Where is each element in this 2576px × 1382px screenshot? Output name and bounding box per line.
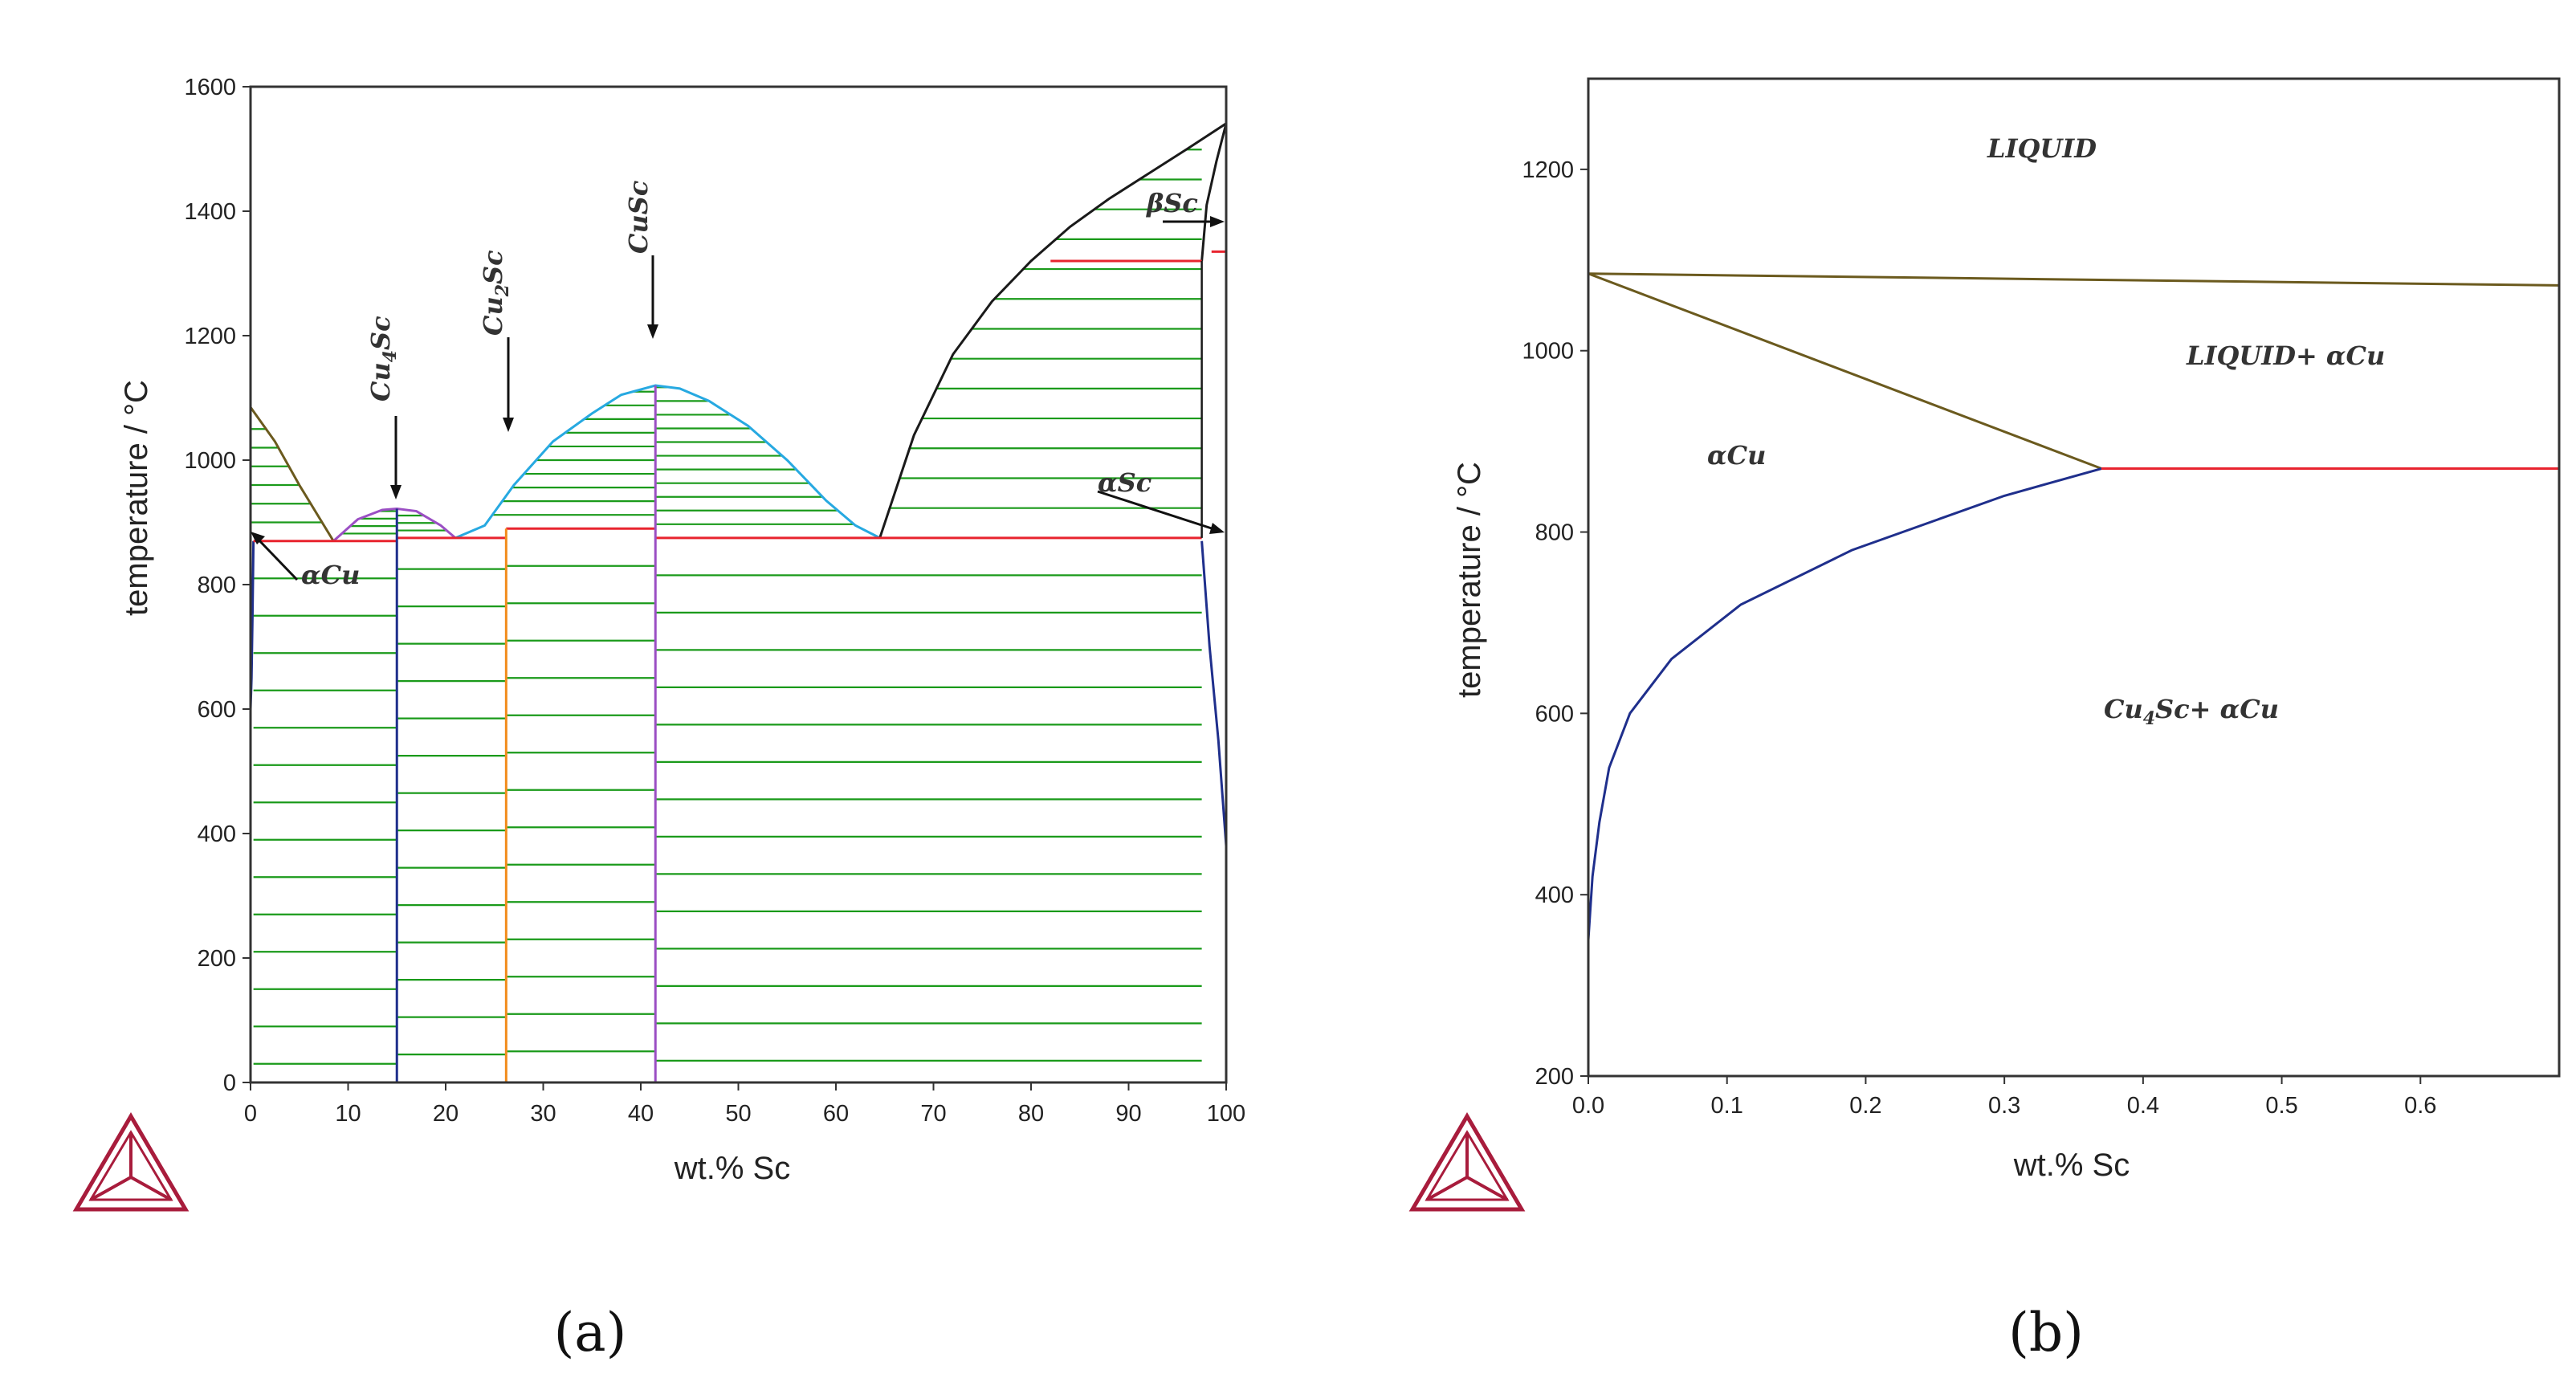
x-tick-label-a: 70	[920, 1101, 946, 1127]
panel-b-phase-diagram: 0.0 0.1 0.2 0.3 0.4 0.5 0.6 200 400 600 800 1000 120…	[1408, 77, 2561, 1364]
plot-frame-b	[1587, 77, 2561, 1078]
y-axis-title-a: temperature / °C	[119, 380, 154, 616]
x-tick-label-a: 10	[335, 1101, 361, 1127]
axis-ticks-a: 0 10 20 30 40 50 60 70 80 90 100020040060080010001…	[184, 75, 1245, 1127]
label-cu2sc: Cu2Sc	[478, 250, 513, 336]
arrow-alphaCu	[254, 535, 299, 581]
x-tick-label-b: 0.2	[1849, 1093, 1881, 1119]
arrow-alphasc	[1097, 490, 1217, 532]
curve-solidus	[1588, 272, 2102, 470]
y-tick-label-a: 1000	[184, 448, 236, 474]
phase-curves-a	[249, 122, 1228, 1082]
y-tick-label-a: 200	[198, 946, 236, 972]
curve-cu-liquidus	[249, 406, 335, 542]
arrowhead-alphasc	[1209, 523, 1225, 534]
panel-a-phase-diagram: 0 10 20 30 40 50 60 70 80 90 100020040060080010001…	[72, 75, 1245, 1364]
y-tick-label-b: 400	[1535, 883, 1574, 908]
curve-betaSc-solvus	[1200, 123, 1228, 262]
x-axis-title-a: wt.% Sc	[674, 1151, 790, 1186]
arrowhead-cu4sc	[390, 485, 401, 499]
label-liquid: LIQUID	[1987, 133, 2097, 164]
x-tick-label-a: 0	[244, 1101, 257, 1127]
thermo-calc-logo-a	[72, 1112, 190, 1212]
arrowhead-cu2sc	[503, 418, 514, 432]
curve-cusc-dome	[454, 384, 881, 540]
y-tick-label-b: 200	[1535, 1064, 1574, 1090]
label-alphasc: αSc	[1098, 467, 1151, 498]
y-tick-label-a: 0	[223, 1070, 236, 1096]
y-tick-label-a: 1600	[184, 75, 236, 100]
phase-curves-b	[1587, 272, 2560, 940]
x-tick-label-a: 60	[823, 1101, 849, 1127]
y-tick-label-a: 800	[198, 573, 236, 598]
annotations-a	[254, 220, 1217, 581]
arrow-heads-a	[251, 216, 1225, 544]
x-tick-label-b: 0.0	[1572, 1093, 1604, 1119]
thermo-calc-logo-b	[1408, 1112, 1526, 1212]
arrowhead-alphaCu	[251, 532, 265, 544]
label-liquid-alphaCu: LIQUID+ αCu	[2186, 340, 2385, 371]
tie-lines-a	[251, 149, 1202, 1065]
x-axis-title-b: wt.% Sc	[2013, 1148, 2130, 1183]
y-tick-label-a: 1400	[184, 199, 236, 225]
x-tick-label-b: 0.6	[2404, 1093, 2436, 1119]
y-tick-label-a: 1200	[184, 324, 236, 349]
y-tick-label-b: 1000	[1522, 339, 1574, 365]
y-tick-label-b: 1200	[1522, 157, 1574, 183]
y-tick-label-a: 600	[198, 697, 236, 723]
arrowhead-betasc	[1210, 216, 1225, 227]
x-tick-label-a: 90	[1115, 1101, 1141, 1127]
panel-label-a: (a)	[554, 1302, 627, 1364]
x-tick-label-a: 40	[628, 1101, 654, 1127]
x-tick-label-a: 50	[725, 1101, 751, 1127]
x-tick-label-b: 0.1	[1711, 1093, 1743, 1119]
x-tick-label-a: 80	[1018, 1101, 1044, 1127]
label-betasc: βSc	[1146, 188, 1198, 218]
curve-solvus	[1587, 467, 2102, 940]
x-tick-label-a: 20	[433, 1101, 459, 1127]
x-tick-label-a: 100	[1207, 1101, 1245, 1127]
label-alphaCu-b: αCu	[1707, 440, 1766, 471]
arrowhead-cusc	[647, 324, 658, 339]
label-cusc: CuSc	[623, 181, 654, 254]
label-cu4sc-alphaCu: Cu4Sc+ αCu	[2104, 694, 2279, 729]
curve-liquidus	[1588, 272, 2560, 287]
panel-label-b: (b)	[2008, 1302, 2084, 1364]
axis-ticks-b: 0.0 0.1 0.2 0.3 0.4 0.5 0.6 200 400 600 800 1000 120…	[1522, 157, 2436, 1119]
x-tick-label-b: 0.3	[1988, 1093, 2020, 1119]
label-cu4sc: Cu4Sc	[365, 316, 401, 402]
curve-alphaSc-solvus	[1200, 540, 1228, 846]
y-axis-title-b: temperature / °C	[1452, 462, 1487, 698]
curve-sc-liquidus	[878, 122, 1227, 539]
x-tick-label-a: 30	[530, 1101, 556, 1127]
label-alphaCu-a: αCu	[301, 560, 360, 590]
x-tick-label-b: 0.4	[2127, 1093, 2159, 1119]
y-tick-label-a: 400	[198, 821, 236, 847]
y-tick-label-b: 800	[1535, 520, 1574, 546]
y-tick-label-b: 600	[1535, 701, 1574, 727]
curve-cu4sc-dome	[332, 507, 457, 542]
x-tick-label-b: 0.5	[2265, 1093, 2297, 1119]
